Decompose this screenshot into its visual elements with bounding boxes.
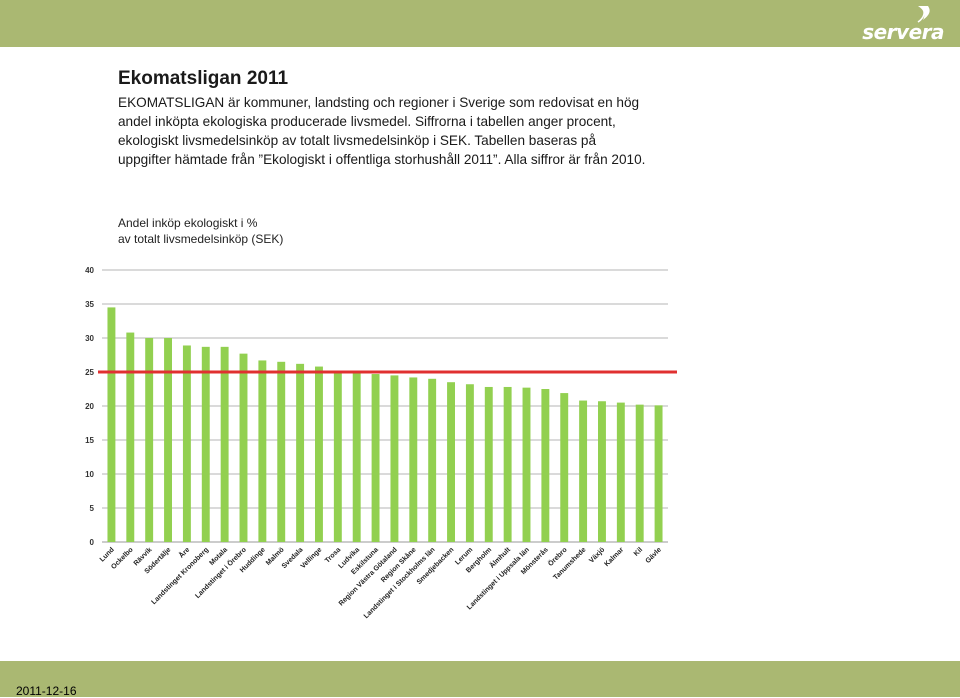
bar bbox=[635, 404, 644, 542]
bar bbox=[484, 386, 493, 542]
bar bbox=[126, 332, 135, 542]
bar bbox=[352, 372, 361, 542]
bar bbox=[465, 384, 474, 542]
logo-text: servera bbox=[862, 20, 944, 44]
x-tick-label: Vellinge bbox=[300, 546, 324, 570]
bar bbox=[277, 361, 286, 542]
y-tick-label: 20 bbox=[85, 402, 94, 411]
bar bbox=[164, 338, 172, 542]
bar bbox=[579, 400, 588, 542]
bar bbox=[296, 363, 305, 542]
bar bbox=[182, 345, 191, 542]
y-tick-label: 40 bbox=[85, 266, 94, 275]
bar bbox=[522, 387, 531, 542]
page-title: Ekomatsligan 2011 bbox=[118, 68, 289, 89]
bar bbox=[201, 346, 210, 542]
x-tick-label: Lund bbox=[99, 546, 116, 563]
y-tick-label: 15 bbox=[85, 436, 94, 445]
chart-subtitle: Andel inköp ekologiskt i % av totalt liv… bbox=[118, 215, 368, 247]
chart-subtitle-line2: av totalt livsmedelsinköp (SEK) bbox=[118, 232, 284, 246]
y-tick-label: 30 bbox=[85, 334, 94, 343]
bar bbox=[598, 401, 606, 542]
bar bbox=[258, 360, 267, 542]
bar bbox=[428, 378, 437, 542]
y-tick-label: 10 bbox=[85, 470, 94, 479]
x-tick-label: Gävle bbox=[645, 546, 664, 565]
x-tick-label: Landstinget i Stockholms län bbox=[363, 546, 437, 620]
x-tick-label: Smedjebacken bbox=[416, 546, 456, 586]
bar bbox=[560, 393, 569, 542]
bar bbox=[315, 366, 323, 542]
bar bbox=[107, 307, 116, 542]
x-tick-label: Kil bbox=[633, 546, 644, 557]
bar bbox=[447, 382, 455, 542]
x-tick-label: Åre bbox=[177, 545, 192, 560]
y-tick-label: 35 bbox=[85, 300, 94, 309]
footer-bar bbox=[0, 661, 960, 697]
servera-logo-icon bbox=[917, 6, 930, 23]
bar bbox=[220, 346, 229, 542]
y-tick-label: 25 bbox=[85, 368, 94, 377]
bar bbox=[239, 353, 248, 542]
bar bbox=[333, 372, 342, 542]
bar bbox=[371, 374, 380, 542]
header-bar bbox=[0, 0, 960, 47]
y-tick-label: 0 bbox=[90, 538, 95, 547]
y-tick-label: 5 bbox=[90, 504, 95, 513]
bar bbox=[503, 386, 512, 542]
bar bbox=[616, 402, 625, 542]
x-tick-label: Kalmar bbox=[604, 546, 626, 568]
bar bbox=[409, 377, 418, 542]
description-text: EKOMATSLIGAN är kommuner, landsting och … bbox=[118, 95, 646, 167]
bar bbox=[390, 375, 399, 542]
bar bbox=[541, 389, 550, 542]
chart-subtitle-line1: Andel inköp ekologiskt i % bbox=[118, 216, 258, 230]
bar bbox=[654, 405, 663, 542]
bar bbox=[145, 338, 154, 542]
footer-date: 2011-12-16 bbox=[16, 684, 77, 698]
